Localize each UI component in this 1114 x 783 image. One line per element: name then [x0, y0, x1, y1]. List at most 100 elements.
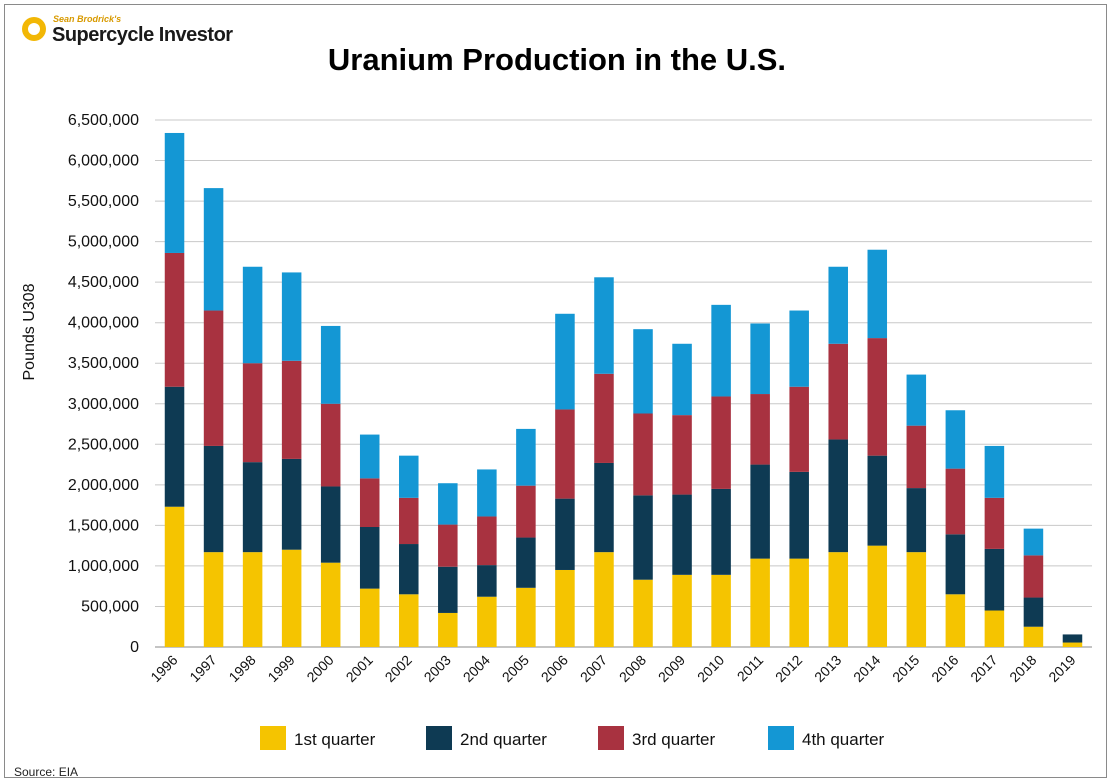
bar-segment-q2-2008 [633, 495, 653, 580]
bar-segment-q1-1999 [281, 549, 302, 647]
x-tick-label: 2006 [538, 652, 571, 685]
y-tick-label: 5,500,000 [68, 193, 139, 210]
x-tick-label: 2018 [1006, 652, 1039, 685]
y-tick-label: 2,000,000 [68, 477, 139, 494]
x-tick-label: 2015 [889, 652, 922, 685]
x-tick-label: 2011 [734, 652, 767, 685]
bar-segment-q2-2014 [867, 455, 888, 546]
bar-segment-q3-1997 [203, 310, 224, 446]
y-tick-label: 4,000,000 [68, 315, 139, 332]
bar-segment-q3-2002 [399, 497, 419, 545]
chart-title: Uranium Production in the U.S. [327, 42, 787, 77]
bar-segment-q2-2000 [320, 486, 341, 563]
bar-segment-q1-2004 [477, 596, 497, 647]
bar-segment-q2-2015 [906, 488, 927, 553]
brand-name: Supercycle Investor [52, 24, 233, 46]
bar-segment-q1-1996 [164, 506, 185, 647]
bar-segment-q2-2003 [438, 566, 458, 613]
x-tick-label: 2004 [460, 652, 493, 685]
bar-segment-q4-2012 [789, 310, 809, 387]
bar-segment-q1-1997 [203, 552, 224, 647]
bar-segment-q2-2017 [984, 548, 1005, 611]
x-tick-label: 2002 [382, 652, 415, 685]
bar-segment-q4-2013 [828, 266, 848, 344]
bar-segment-q4-2003 [438, 483, 458, 525]
x-tick-label: 1998 [225, 652, 258, 685]
bar-segment-q1-2011 [750, 558, 770, 647]
x-tick-label: 2001 [343, 652, 376, 685]
x-tick-label: 2000 [303, 652, 336, 685]
x-tick-label: 2009 [655, 652, 688, 685]
x-tick-label: 2019 [1045, 652, 1078, 685]
bar-segment-q1-2012 [789, 558, 809, 647]
bar-segment-q1-2002 [399, 594, 419, 647]
legend-swatch-q3 [598, 726, 624, 750]
y-axis-title: Pounds U308 [21, 283, 38, 380]
bar-segment-q4-2018 [1023, 528, 1044, 556]
bar-segment-q4-2011 [750, 323, 770, 395]
y-tick-label: 3,500,000 [68, 355, 139, 372]
bar-segment-q2-2006 [555, 498, 575, 570]
bar-segment-q3-2009 [672, 415, 692, 495]
bar-segment-q2-2018 [1023, 597, 1044, 627]
bar-segment-q2-2012 [789, 471, 809, 559]
bar-segment-q1-2006 [555, 569, 575, 647]
bar-segment-q3-2018 [1023, 555, 1044, 598]
bar-segment-q2-2002 [399, 544, 419, 595]
x-tick-label: 2007 [577, 652, 610, 685]
y-tick-label: 0 [130, 639, 139, 656]
bar-segment-q3-1998 [242, 363, 263, 463]
bar-segment-q4-2000 [320, 325, 341, 404]
bars [164, 132, 1083, 647]
bar-segment-q3-2010 [711, 396, 731, 489]
bar-segment-q2-2009 [672, 494, 692, 575]
bar-segment-q1-2010 [711, 574, 731, 647]
bar-segment-q2-2013 [828, 439, 848, 553]
bar-segment-q1-2019 [1062, 642, 1083, 647]
bar-segment-q3-2005 [516, 485, 536, 538]
source-note: Source: EIA [14, 765, 79, 779]
bar-segment-q1-2009 [672, 574, 692, 647]
bar-segment-q1-2017 [984, 610, 1005, 647]
bar-segment-q4-2008 [633, 329, 653, 414]
bar-segment-q4-1999 [281, 272, 302, 361]
legend-swatch-q2 [426, 726, 452, 750]
bar-segment-q3-2006 [555, 409, 575, 499]
bar-segment-q2-2004 [477, 565, 497, 597]
bar-segment-q3-2001 [359, 478, 380, 528]
bar-segment-q4-2002 [399, 455, 419, 498]
y-tick-label: 6,000,000 [68, 153, 139, 170]
bar-segment-q1-2005 [516, 587, 536, 647]
bar-segment-q1-2008 [633, 579, 653, 647]
bar-segment-q1-2016 [945, 594, 966, 647]
bar-segment-q3-2016 [945, 468, 966, 535]
x-tick-label: 2008 [616, 652, 649, 685]
bar-segment-q2-2010 [711, 488, 731, 575]
bar-segment-q3-2012 [789, 386, 809, 472]
y-tick-label: 5,000,000 [68, 234, 139, 251]
x-tick-label: 1996 [147, 652, 180, 685]
y-tick-label: 1,500,000 [68, 517, 139, 534]
y-tick-label: 6,500,000 [68, 112, 139, 129]
bar-segment-q4-2016 [945, 410, 966, 469]
bar-segment-q3-2014 [867, 338, 888, 456]
bar-segment-q1-2014 [867, 545, 888, 647]
x-tick-label: 1997 [186, 652, 219, 685]
bar-segment-q4-2017 [984, 445, 1005, 498]
bar-segment-q1-2015 [906, 552, 927, 647]
x-tick-label: 1999 [264, 652, 297, 685]
bar-segment-q1-2007 [594, 552, 614, 647]
legend-label-q2: 2nd quarter [460, 730, 547, 749]
bar-segment-q4-2006 [555, 313, 575, 410]
x-tick-label: 2017 [967, 652, 1000, 685]
y-tick-label: 1,000,000 [68, 558, 139, 575]
bar-segment-q3-2000 [320, 403, 341, 487]
brand-byline: Sean Brodrick's [53, 14, 122, 24]
legend: 1st quarter 2nd quarter 3rd quarter 4th qua… [260, 726, 885, 750]
x-tick-label: 2013 [811, 652, 844, 685]
bar-segment-q2-1997 [203, 445, 224, 553]
bar-segment-q3-1996 [164, 252, 185, 387]
bar-segment-q3-2004 [477, 516, 497, 566]
y-tick-label: 500,000 [81, 598, 139, 615]
